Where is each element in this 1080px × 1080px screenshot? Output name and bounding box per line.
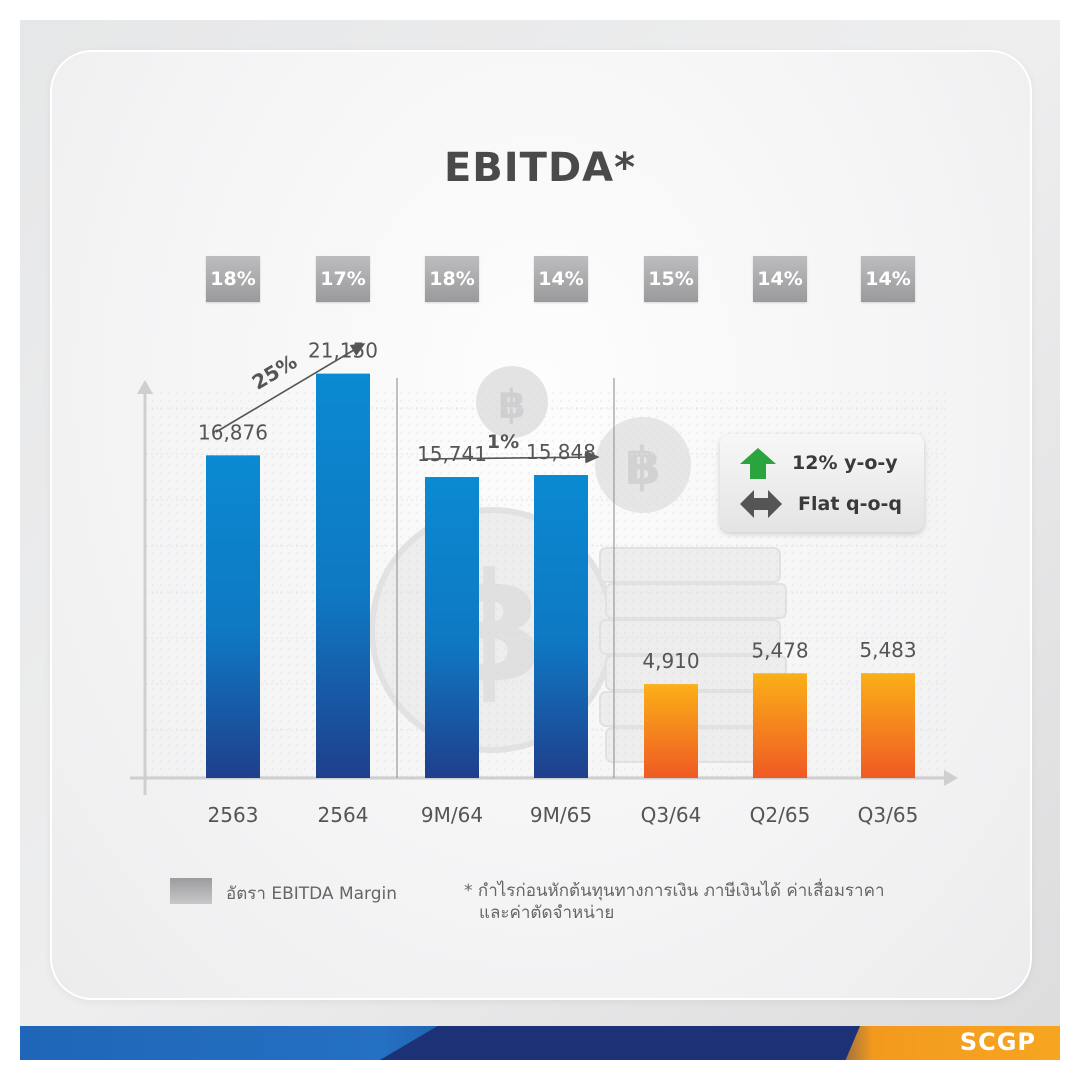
qoq-row: Flat q-o-q	[738, 488, 902, 520]
brand-logo-text: SCGP	[959, 1028, 1036, 1056]
bar-2563	[206, 455, 260, 778]
growth-label-nine-month: 1%	[487, 431, 519, 453]
value-label: 15,741	[417, 442, 487, 466]
margin-badge-Q3/65: 14%	[861, 256, 915, 302]
growth-label-annual: 25%	[248, 349, 301, 394]
category-label: 9M/64	[421, 803, 483, 827]
yoy-row: 12% y-o-y	[738, 446, 898, 480]
legend-label: อัตรา EBITDA Margin	[226, 884, 398, 904]
value-label: 15,848	[526, 440, 596, 464]
up-arrow-icon	[740, 448, 776, 479]
margin-badge-9M/65: 14%	[534, 256, 588, 302]
value-label: 21,150	[308, 339, 378, 363]
value-label: 5,483	[859, 638, 916, 662]
qoq-label: Flat q-o-q	[798, 493, 903, 515]
legend-swatch	[170, 878, 212, 904]
bar-9M/65	[534, 474, 588, 778]
footnote-line-2: และค่าตัดจำหน่าย	[479, 903, 615, 923]
chart-title: EBITDA*	[443, 145, 637, 191]
brand-bar-wedge	[380, 1026, 860, 1060]
category-label: 9M/65	[530, 803, 592, 827]
bar-Q3/65	[861, 673, 915, 778]
margin-badge-Q3/64: 15%	[644, 256, 698, 302]
footnote: * กำไรก่อนหักต้นทุนทางการเงิน ภาษีเงินได…	[464, 880, 944, 924]
margin-badge-Q2/65: 14%	[753, 256, 807, 302]
margin-badge-2563: 18%	[206, 256, 260, 302]
x-axis-arrow	[944, 770, 958, 786]
yoy-label: 12% y-o-y	[792, 452, 898, 474]
margin-badge-2564: 17%	[316, 256, 370, 302]
y-axis-arrow	[137, 380, 153, 394]
category-label: Q3/65	[858, 803, 919, 827]
bar-Q2/65	[753, 673, 807, 778]
left-right-arrow-icon	[740, 490, 782, 518]
change-summary-box: 12% y-o-y Flat q-o-q	[720, 434, 924, 532]
margin-badge-9M/64: 18%	[425, 256, 479, 302]
bar-9M/64	[425, 477, 479, 778]
category-label: 2564	[318, 803, 369, 827]
category-label: Q2/65	[750, 803, 811, 827]
category-label: Q3/64	[641, 803, 702, 827]
chart-bars: 16,876 2563 21,150 2564 15,741 9M/64 15,848 9M/…	[198, 339, 918, 827]
bar-2564	[316, 373, 370, 778]
footnote-line-1: * กำไรก่อนหักต้นทุนทางการเงิน ภาษีเงินได…	[464, 881, 885, 901]
growth-arrow-nine-month	[423, 450, 600, 464]
bar-Q3/64	[644, 684, 698, 778]
category-label: 2563	[208, 803, 259, 827]
value-label: 4,910	[642, 649, 699, 673]
growth-arrow-annual	[215, 343, 366, 433]
value-label: 16,876	[198, 420, 268, 444]
value-label: 5,478	[751, 638, 808, 662]
